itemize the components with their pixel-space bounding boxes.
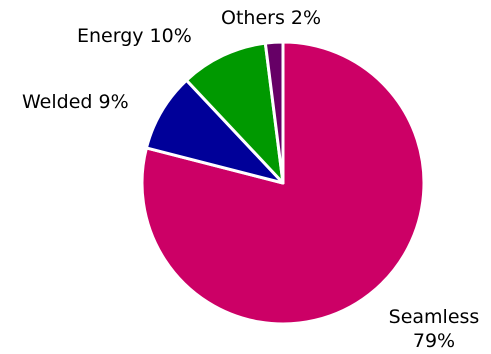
pie-slice-others bbox=[263, 40, 285, 185]
slice-value-seamless: 79% bbox=[413, 330, 455, 352]
pie-slice-welded bbox=[144, 78, 285, 185]
slice-label-seamless: Seamless bbox=[389, 306, 480, 328]
pie-slice-energy bbox=[184, 41, 285, 185]
slice-label-others: Others 2% bbox=[221, 7, 321, 29]
slice-label-welded: Welded 9% bbox=[22, 91, 129, 113]
slice-label-energy: Energy 10% bbox=[77, 25, 192, 47]
